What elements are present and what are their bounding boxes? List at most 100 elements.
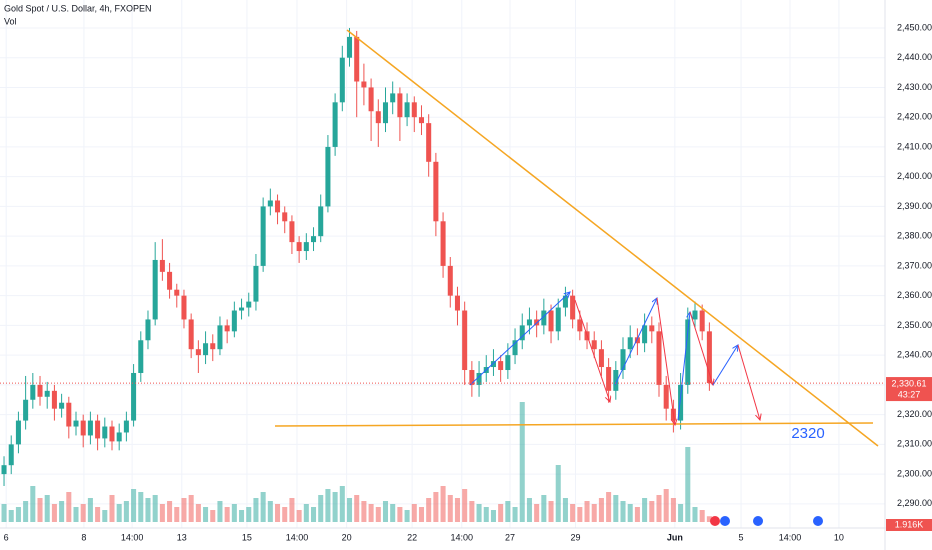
- candle-body: [80, 420, 86, 436]
- candle-body: [282, 212, 288, 222]
- candle-body: [498, 361, 504, 371]
- volume-bar: [159, 504, 165, 522]
- volume-bar: [246, 507, 252, 522]
- volume-bar: [634, 507, 640, 522]
- candle-body: [397, 93, 403, 118]
- x-tick-label: 14:00: [286, 532, 309, 542]
- volume-bar: [23, 501, 29, 522]
- volume-bar: [138, 492, 144, 522]
- candle-body: [95, 420, 101, 439]
- candle-body: [519, 325, 525, 341]
- volume-bar: [670, 498, 676, 522]
- volume-bar: [526, 498, 532, 522]
- volume-bar: [476, 504, 482, 522]
- candle-body: [656, 331, 662, 385]
- candle-body: [541, 310, 547, 326]
- candle-body: [606, 367, 612, 391]
- volume-bar: [382, 501, 389, 522]
- volume-bar: [656, 495, 662, 522]
- volume-bar: [8, 510, 14, 522]
- candle-body: [260, 206, 266, 266]
- volume-bar: [116, 504, 122, 522]
- volume-bar: [469, 501, 475, 522]
- icon: [720, 516, 730, 526]
- candle-body: [102, 426, 108, 439]
- candle-body: [296, 242, 302, 252]
- volume-bar: [354, 495, 360, 522]
- volume-bar: [339, 486, 345, 522]
- drawings: [274, 29, 879, 447]
- volume-bar: [534, 504, 540, 522]
- icon: [710, 516, 720, 526]
- candle-body: [426, 123, 432, 162]
- y-tick-label: 2,440.00: [897, 52, 932, 62]
- volume-bar: [562, 498, 568, 522]
- candle-body: [642, 325, 648, 344]
- candle-body: [210, 343, 216, 350]
- volume-bar: [462, 489, 468, 522]
- volume-bar: [426, 498, 432, 522]
- candle-body: [159, 259, 165, 272]
- volume-bar: [145, 498, 151, 522]
- candle-body: [30, 384, 36, 400]
- candle-body: [339, 57, 345, 103]
- candle-body: [73, 420, 79, 427]
- candle-body: [267, 200, 273, 207]
- volume-bar: [411, 504, 417, 522]
- candle-body: [231, 310, 237, 332]
- volume-bar: [498, 504, 504, 522]
- candle-body: [418, 117, 425, 124]
- volume-bar: [620, 501, 626, 522]
- candles: [1, 27, 712, 487]
- candle-body: [598, 349, 604, 368]
- volume-bar: [346, 498, 353, 522]
- y-tick-label: 2,350.00: [897, 320, 932, 330]
- arrow: [677, 312, 690, 421]
- candle-body: [59, 402, 65, 409]
- candle-body: [411, 102, 417, 118]
- y-tick-label: 2,390.00: [897, 201, 932, 211]
- volume: [1, 402, 712, 522]
- grid: [0, 0, 885, 528]
- candle-body: [51, 390, 57, 409]
- volume-bar: [123, 501, 129, 522]
- volume-bar: [555, 465, 561, 522]
- candle-body: [325, 146, 331, 207]
- candle-body: [469, 370, 475, 385]
- volume-bar: [678, 504, 684, 522]
- candle-body: [433, 161, 439, 222]
- x-tick-label: 27: [505, 532, 515, 542]
- volume-bar: [66, 492, 72, 522]
- candle-body: [195, 349, 201, 356]
- volume-bar: [203, 507, 209, 522]
- candle-body: [152, 259, 158, 320]
- volume-bar: [109, 495, 115, 522]
- volume-bar: [512, 507, 518, 522]
- candle-body: [685, 319, 691, 385]
- candle-body: [699, 310, 705, 332]
- volume-bar: [296, 510, 302, 522]
- volume-bar: [418, 507, 425, 522]
- y-tick-label: 2,450.00: [897, 22, 932, 32]
- y-tick-label: 2,380.00: [897, 231, 932, 241]
- volume-bar: [87, 498, 93, 522]
- last-price-box: [886, 377, 932, 402]
- arrow: [469, 292, 570, 386]
- volume-bar: [375, 507, 381, 522]
- candle-body: [490, 361, 496, 368]
- volume-bar: [80, 504, 86, 522]
- candle-body: [145, 319, 151, 341]
- y-tick-label: 2,400.00: [897, 171, 932, 181]
- volume-bar: [390, 504, 396, 522]
- volume-bar: [361, 501, 367, 522]
- annotation: 2320: [791, 425, 824, 442]
- candle-body: [15, 420, 21, 445]
- candle-body: [447, 265, 453, 296]
- x-tick-label: 8: [81, 532, 86, 542]
- candle-body: [303, 242, 309, 252]
- arrow: [712, 345, 738, 386]
- volume-bar: [260, 492, 266, 522]
- candle-body: [181, 295, 187, 320]
- candle-body: [649, 325, 655, 332]
- volume-bar: [210, 510, 216, 522]
